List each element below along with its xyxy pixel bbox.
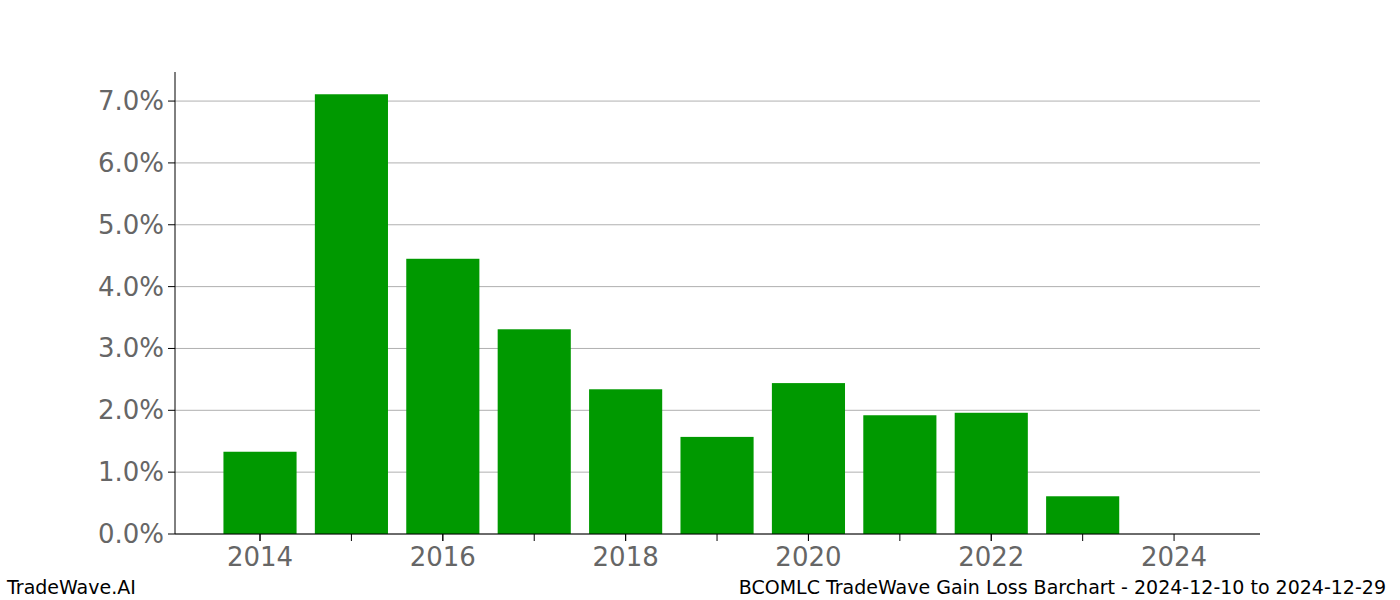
x-tick [260,534,261,541]
y-tick [168,410,175,411]
bar [406,259,479,534]
x-axis [175,534,1260,535]
y-axis [175,72,176,534]
x-tick-label: 2024 [1141,542,1207,572]
x-tick-label: 2018 [593,542,659,572]
bar [863,415,936,534]
bar [589,389,662,534]
title: BCOMLC TradeWave Gain Loss Barchart - 20… [739,576,1386,598]
y-tick [168,534,175,535]
x-minor-tick [808,534,809,541]
x-tick-label: 2020 [775,542,841,572]
bar [680,437,753,534]
x-minor-tick [534,534,535,541]
bar [315,94,388,534]
y-tick-label: 7.0% [98,86,164,116]
bar [1046,496,1119,534]
y-tick-label: 4.0% [98,272,164,302]
x-minor-tick [717,534,718,541]
bar [955,413,1028,534]
y-tick [168,162,175,163]
y-tick-label: 5.0% [98,210,164,240]
x-minor-tick [991,534,992,541]
y-tick-label: 1.0% [98,457,164,487]
x-minor-tick [260,534,261,541]
y-tick-label: 2.0% [98,395,164,425]
x-minor-tick [625,534,626,541]
x-tick [808,534,809,541]
brand: TradeWave.AI [6,576,136,598]
y-tick-label: 6.0% [98,148,164,178]
x-tick [991,534,992,541]
grid-line [175,534,1260,535]
x-tick-label: 2016 [410,542,476,572]
y-tick-label: 3.0% [98,333,164,363]
x-minor-tick [1082,534,1083,541]
x-tick [442,534,443,541]
x-minor-tick [442,534,443,541]
x-minor-tick [351,534,352,541]
y-tick-label: 0.0% [98,519,164,549]
x-tick [625,534,626,541]
bar [772,383,845,534]
bars [223,94,1119,534]
y-tick [168,348,175,349]
chart: 0.0% 1.0% 2.0% 3.0% 4.0% 5.0% 6.0% 7.0% 2014 2016… [0,0,1400,600]
x-tick [1174,534,1175,541]
x-tick-label: 2022 [958,542,1024,572]
y-tick [168,286,175,287]
x-tick-label: 2014 [227,542,293,572]
bar [223,452,296,534]
y-tick [168,472,175,473]
bar [498,329,571,534]
y-tick [168,224,175,225]
y-tick [168,101,175,102]
x-minor-tick [899,534,900,541]
